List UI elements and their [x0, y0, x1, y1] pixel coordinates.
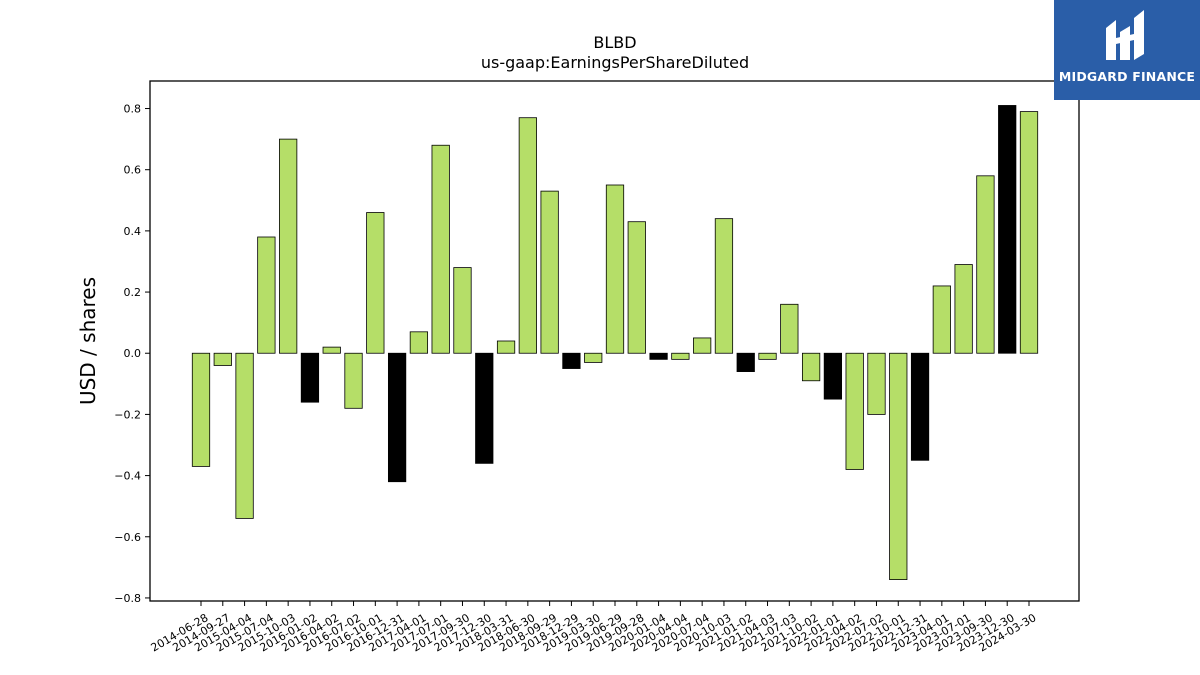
bar-2016-04-02 [322, 346, 341, 354]
bar-2021-01-02 [736, 352, 755, 372]
midgard-finance-logo: MIDGARD FINANCE [1054, 0, 1200, 100]
bar-2019-09-28 [627, 221, 646, 354]
bar-2021-10-02 [801, 352, 821, 382]
bar-2018-09-29 [540, 190, 559, 354]
logo-mark-icon [1106, 10, 1144, 60]
bar-2015-10-03 [279, 138, 298, 354]
bar-2016-01-02 [300, 352, 320, 403]
bar-2020-10-03 [714, 218, 734, 354]
bar-2019-03-30 [584, 352, 603, 363]
bar-2017-09-30 [453, 267, 472, 354]
bar-2017-07-01 [431, 144, 450, 354]
y-tick-label: −0.2 [114, 408, 141, 421]
bar-2014-09-27 [213, 352, 232, 366]
bar-2024-03-30 [1019, 111, 1039, 354]
bar-2017-12-30 [475, 352, 494, 464]
bar-2018-06-30 [518, 117, 537, 354]
bar-2019-06-29 [605, 184, 625, 354]
chart-title: BLBD [593, 33, 636, 52]
bar-2023-07-01 [954, 264, 973, 354]
bar-2022-07-02 [867, 352, 886, 415]
plot-frame [149, 80, 1080, 602]
bar-2022-12-31 [910, 352, 930, 461]
bar-2018-03-31 [496, 340, 516, 354]
bar-2016-07-02 [344, 352, 363, 409]
bar-2020-04-04 [671, 352, 690, 360]
bar-2015-04-04 [235, 352, 254, 519]
bar-2015-07-04 [257, 236, 276, 354]
bar-2016-10-01 [366, 212, 385, 354]
y-tick-label: 0.6 [124, 164, 142, 177]
y-tick-label: 0.4 [124, 225, 142, 238]
bar-2021-07-03 [780, 303, 799, 354]
y-tick-label: −0.4 [114, 470, 141, 483]
y-tick-label: −0.6 [114, 531, 141, 544]
bar-2023-09-30 [976, 175, 995, 354]
bar-2020-07-04 [693, 337, 712, 354]
y-tick-label: 0.8 [124, 103, 142, 116]
bar-2022-04-02 [845, 352, 864, 470]
chart-subtitle: us-gaap:EarningsPerShareDiluted [481, 53, 749, 72]
bar-2020-01-04 [649, 352, 668, 360]
y-axis-label: USD / shares [76, 277, 100, 405]
y-tick-label: −0.8 [114, 592, 141, 605]
logo-text: MIDGARD FINANCE [1058, 69, 1196, 84]
bar-2018-12-29 [562, 352, 581, 369]
y-tick-label: 0.0 [124, 347, 142, 360]
bar-2017-04-01 [409, 331, 429, 354]
bar-2023-12-30 [998, 105, 1017, 354]
bar-2022-10-01 [889, 352, 908, 580]
y-tick-label: 0.2 [124, 286, 142, 299]
bar-2022-01-01 [823, 352, 843, 400]
bar-2021-04-03 [758, 352, 777, 360]
bar-2014-06-28 [191, 352, 211, 467]
bar-2023-04-01 [932, 285, 951, 354]
bar-2016-12-31 [387, 352, 407, 483]
